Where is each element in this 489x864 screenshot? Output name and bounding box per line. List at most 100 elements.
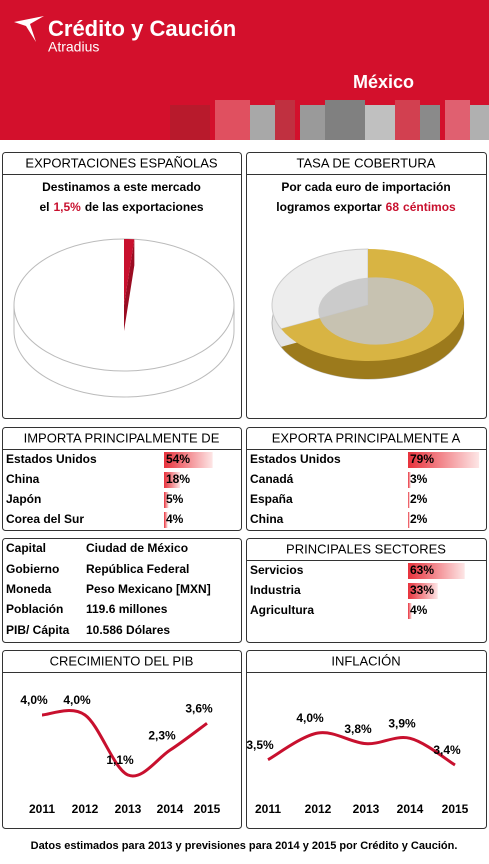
panel-title: EXPORTA PRINCIPALMENTE A [272,430,461,445]
category-label: Servicios [250,563,304,577]
info-label: Moneda [6,582,52,596]
value-label: 54% [166,452,190,466]
value-label: 4% [410,603,428,617]
bar [408,603,412,619]
pie-slice [124,239,135,305]
category-label: España [250,492,293,506]
category-label: Agricultura [250,603,314,617]
category-label: Corea del Sur [6,512,84,526]
value-label: 2,3% [148,728,176,742]
value-label: 33% [410,583,434,597]
value-label: 4,0% [63,693,91,707]
bar [408,563,465,579]
panel [246,427,487,531]
coin-inner [318,277,434,345]
category-label: China [6,472,40,486]
panel [2,650,242,829]
info-label: PIB/ Cápita [6,623,70,637]
coin-edge [463,305,464,323]
x-tick-label: 2013 [353,802,380,816]
bar [408,452,480,468]
text-before: el [39,200,49,214]
panel-title: INFLACIÓN [331,653,400,668]
info-label: Gobierno [6,562,59,576]
logo-mark [14,16,44,42]
country: México [353,72,414,92]
info-value: Ciudad de México [86,541,188,555]
text-after: céntimos [403,200,456,214]
header-blocks [170,100,489,140]
value-text: 68 [386,200,400,214]
panel-title: CRECIMIENTO DEL PIB [50,653,194,668]
info-value: 119.6 millones [86,602,168,616]
value-label: 3% [410,472,428,486]
value-label: 63% [410,563,434,577]
panel [246,152,487,419]
panel [2,152,242,419]
value-label: 3,8% [344,722,372,736]
value-label: 4% [166,512,184,526]
value-label: 5% [166,492,184,506]
bar [408,492,410,508]
panel-text: Por cada euro de importación [281,180,450,194]
x-tick-label: 2015 [194,802,221,816]
info-value: Peso Mexicano [MXN] [86,582,211,596]
bar [408,472,411,488]
line [41,709,208,778]
category-label: Estados Unidos [6,452,97,466]
bar [408,512,410,528]
bar [164,472,181,488]
bar [164,492,169,508]
panel [246,650,487,829]
panel [2,427,242,531]
value-label: 18% [166,472,190,486]
panel-title: TASA DE COBERTURA [297,155,436,170]
value-label: 4,0% [20,693,48,707]
value-label: 3,4% [433,743,461,757]
panel [246,538,487,643]
panel-title: IMPORTA PRINCIPALMENTE DE [24,430,220,445]
x-tick-label: 2014 [157,802,184,816]
x-tick-label: 2015 [442,802,469,816]
brand: Crédito y Caución [48,16,236,41]
x-tick-label: 2011 [255,802,281,816]
value-label: 1,1% [106,753,134,767]
bar [164,512,168,528]
pie-slice-side [124,239,135,331]
category-label: Canadá [250,472,294,486]
bar [408,583,438,599]
category-label: Japón [6,492,41,506]
info-label: Población [6,602,63,616]
text-after: de las exportaciones [85,200,204,214]
pie-side [13,305,235,398]
panel-text: el 1,5% de las exportaciones [39,200,203,214]
value-label: 3,9% [388,717,416,731]
value-label: 4,0% [296,711,324,725]
panel-title: EXPORTACIONES ESPAÑOLAS [25,155,217,170]
value-label: 3,5% [246,738,274,752]
value-label: 2% [410,512,428,526]
panel-text: logramos exportar 68 céntimos [276,200,456,214]
x-tick-label: 2014 [397,802,424,816]
x-tick-label: 2012 [72,802,99,816]
category-label: China [250,512,284,526]
value-label: 2% [410,492,428,506]
panel-text: Destinamos a este mercado [42,180,201,194]
bar [164,452,213,468]
footer: Datos estimados para 2013 y previsiones … [31,840,458,852]
x-tick-label: 2013 [115,802,142,816]
category-label: Industria [250,583,301,597]
x-tick-label: 2012 [305,802,332,816]
info-panel [2,538,242,643]
info-value: 10.586 Dólares [86,623,170,637]
panel-title: PRINCIPALES SECTORES [286,541,446,556]
x-tick-label: 2011 [29,802,55,816]
subbrand: Atradius [48,39,99,55]
line [267,731,456,767]
value-label: 79% [410,452,434,466]
value-label: 3,6% [185,701,213,715]
value-text: 1,5% [53,200,81,214]
text-before: logramos exportar [276,200,382,214]
category-label: Estados Unidos [250,452,341,466]
